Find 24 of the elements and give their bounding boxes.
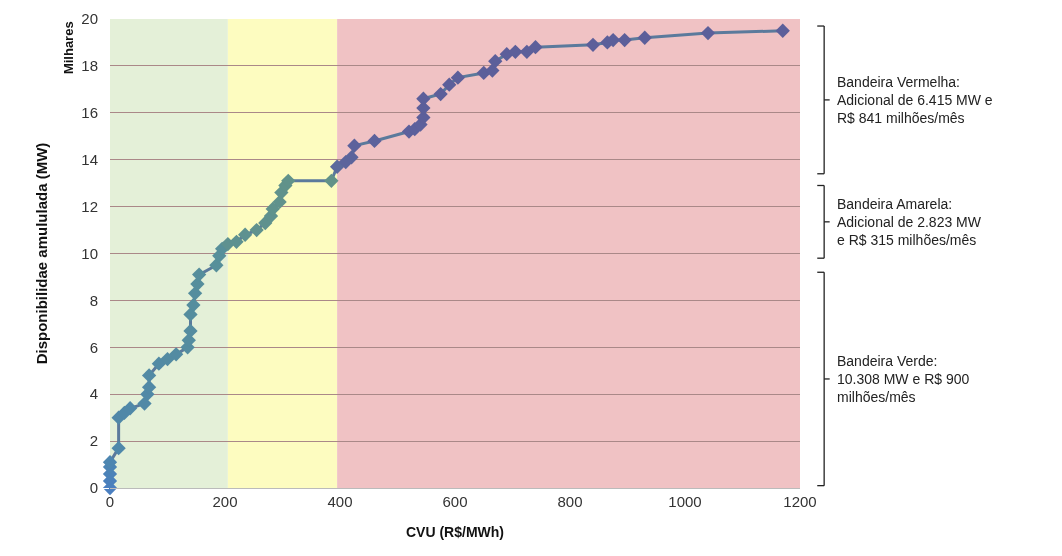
y-tick-label: 20: [81, 10, 98, 28]
y-tick-label: 6: [89, 338, 98, 356]
y-tick-label: 18: [81, 57, 98, 75]
y-tick-label: 16: [81, 104, 98, 122]
y-tick-label: 4: [89, 385, 98, 403]
y-tick-label: 10: [81, 244, 98, 262]
x-tick-label: 800: [557, 493, 583, 510]
y-tick-label: 8: [89, 291, 98, 309]
y-tick-label: 0: [89, 479, 98, 497]
x-axis-title: CVU (R$/MWh): [406, 524, 504, 541]
x-tick-label: 0: [105, 493, 115, 510]
x-tick-label: 600: [442, 493, 468, 510]
x-tick-label: 1200: [783, 493, 817, 510]
text: Milhares: [61, 21, 77, 75]
text: Bandeira Amarela: Adicional de 2.823 MW e R$ 315 milhões/mês: [837, 196, 982, 249]
x-tick-label: 1000: [668, 493, 702, 510]
y-tick-label: 12: [81, 197, 98, 215]
x-tick-label: 400: [327, 493, 353, 510]
text: Bandeira Vermelha: Adicional de 6.415 MW e R$ 841 milhões/mês: [837, 74, 993, 127]
y-tick-label: 2: [89, 432, 98, 450]
text: Bandeira Verde: 10.308 MW e R$ 900 milhões/mês: [837, 353, 970, 406]
y-tick-label: 14: [81, 150, 98, 168]
y-axis-title: Disponibilidae amululada (MW): [32, 142, 50, 365]
x-tick-label: 200: [212, 493, 238, 510]
